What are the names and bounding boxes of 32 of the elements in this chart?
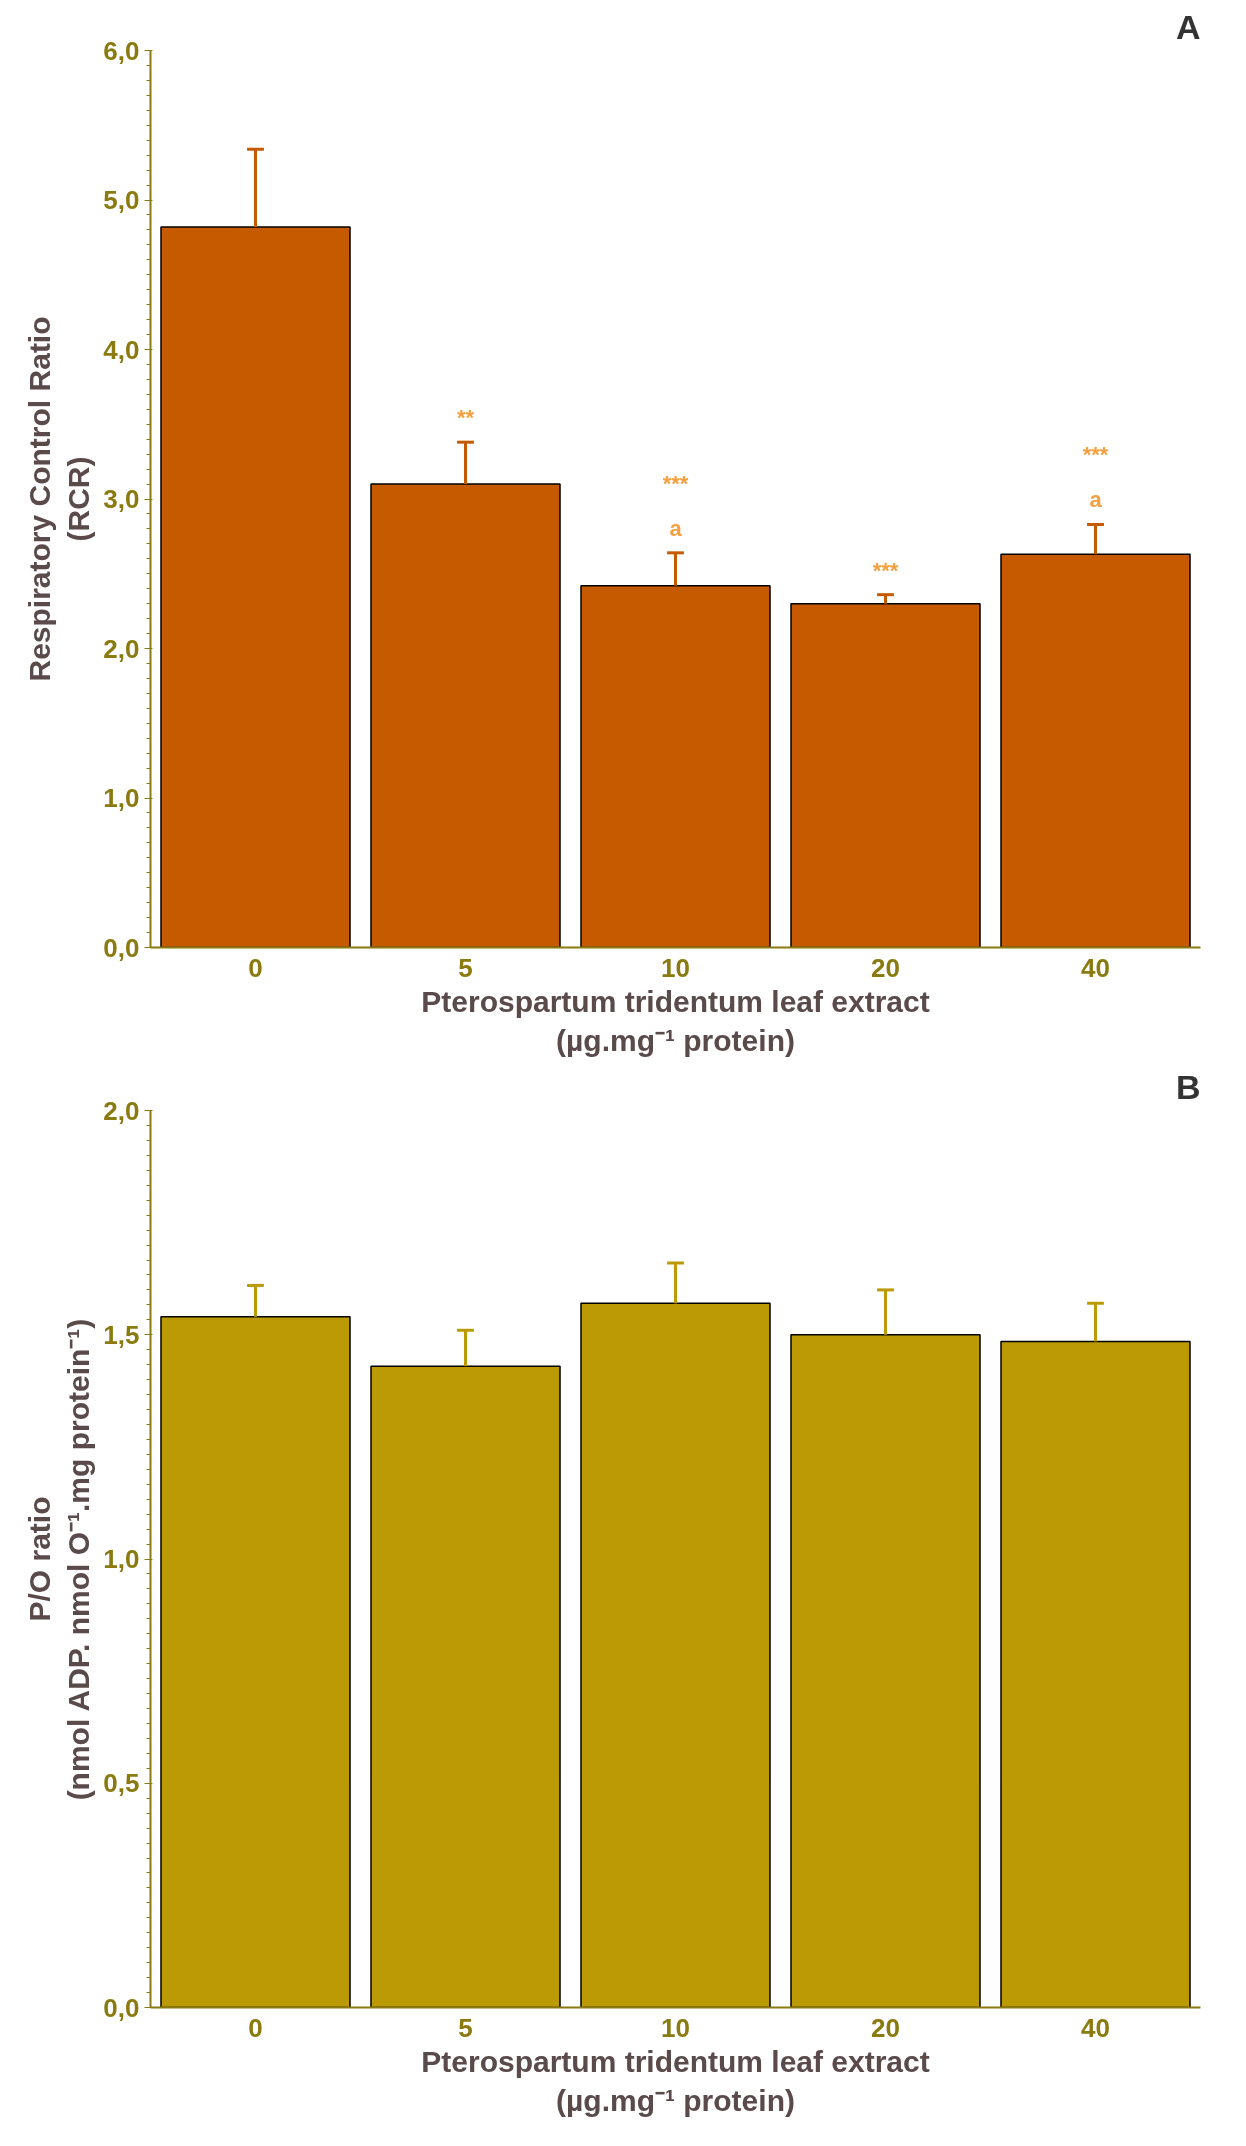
y-tick-label: 0,5 bbox=[103, 1768, 140, 1799]
x-tick-label: 0 bbox=[248, 952, 263, 983]
y-tick-label: 5,0 bbox=[103, 185, 140, 215]
y-axis-title: Respiratory Control Ratio (RCR) bbox=[22, 316, 96, 682]
annotation: *** a bbox=[1082, 442, 1109, 513]
annotation: ** bbox=[456, 405, 475, 431]
x-tick-label: 0 bbox=[248, 2012, 263, 2043]
annotation: *** bbox=[872, 557, 899, 583]
annotation: *** a bbox=[662, 470, 689, 541]
x-tick-label: 10 bbox=[661, 952, 690, 983]
y-tick-label: 0,0 bbox=[103, 932, 140, 963]
chart-title: B bbox=[1175, 1067, 1201, 1106]
y-tick-label: 1,0 bbox=[103, 783, 140, 813]
y-tick-label: 6,0 bbox=[103, 35, 140, 66]
y-tick-label: 1,0 bbox=[103, 1544, 140, 1574]
x-tick-label: 40 bbox=[1081, 2012, 1110, 2043]
y-tick-label: 3,0 bbox=[103, 484, 140, 514]
y-tick-label: 0,0 bbox=[103, 1992, 140, 2023]
chart-title: A bbox=[1175, 7, 1201, 46]
x-axis-title: Pterospartum tridentum leaf extract (µg.mg⁻¹ protein) bbox=[421, 2044, 930, 2118]
y-tick-label: 2,0 bbox=[103, 1095, 140, 1126]
y-tick-label: 1,5 bbox=[103, 1319, 140, 1350]
x-tick-label: 5 bbox=[458, 2012, 473, 2043]
y-axis-title: P/O ratio (nmol ADP. nmol O⁻¹.mg protein⁻¹) bbox=[22, 1318, 96, 1801]
x-tick-label: 5 bbox=[458, 952, 473, 983]
x-tick-label: 20 bbox=[871, 952, 900, 983]
x-axis-title: Pterospartum tridentum leaf extract (µg.mg⁻¹ protein) bbox=[421, 984, 930, 1058]
y-tick-label: 2,0 bbox=[103, 633, 140, 664]
x-tick-label: 40 bbox=[1081, 952, 1110, 983]
y-tick-label: 4,0 bbox=[103, 334, 140, 365]
x-tick-label: 10 bbox=[661, 2012, 690, 2043]
x-tick-label: 20 bbox=[871, 2012, 900, 2043]
